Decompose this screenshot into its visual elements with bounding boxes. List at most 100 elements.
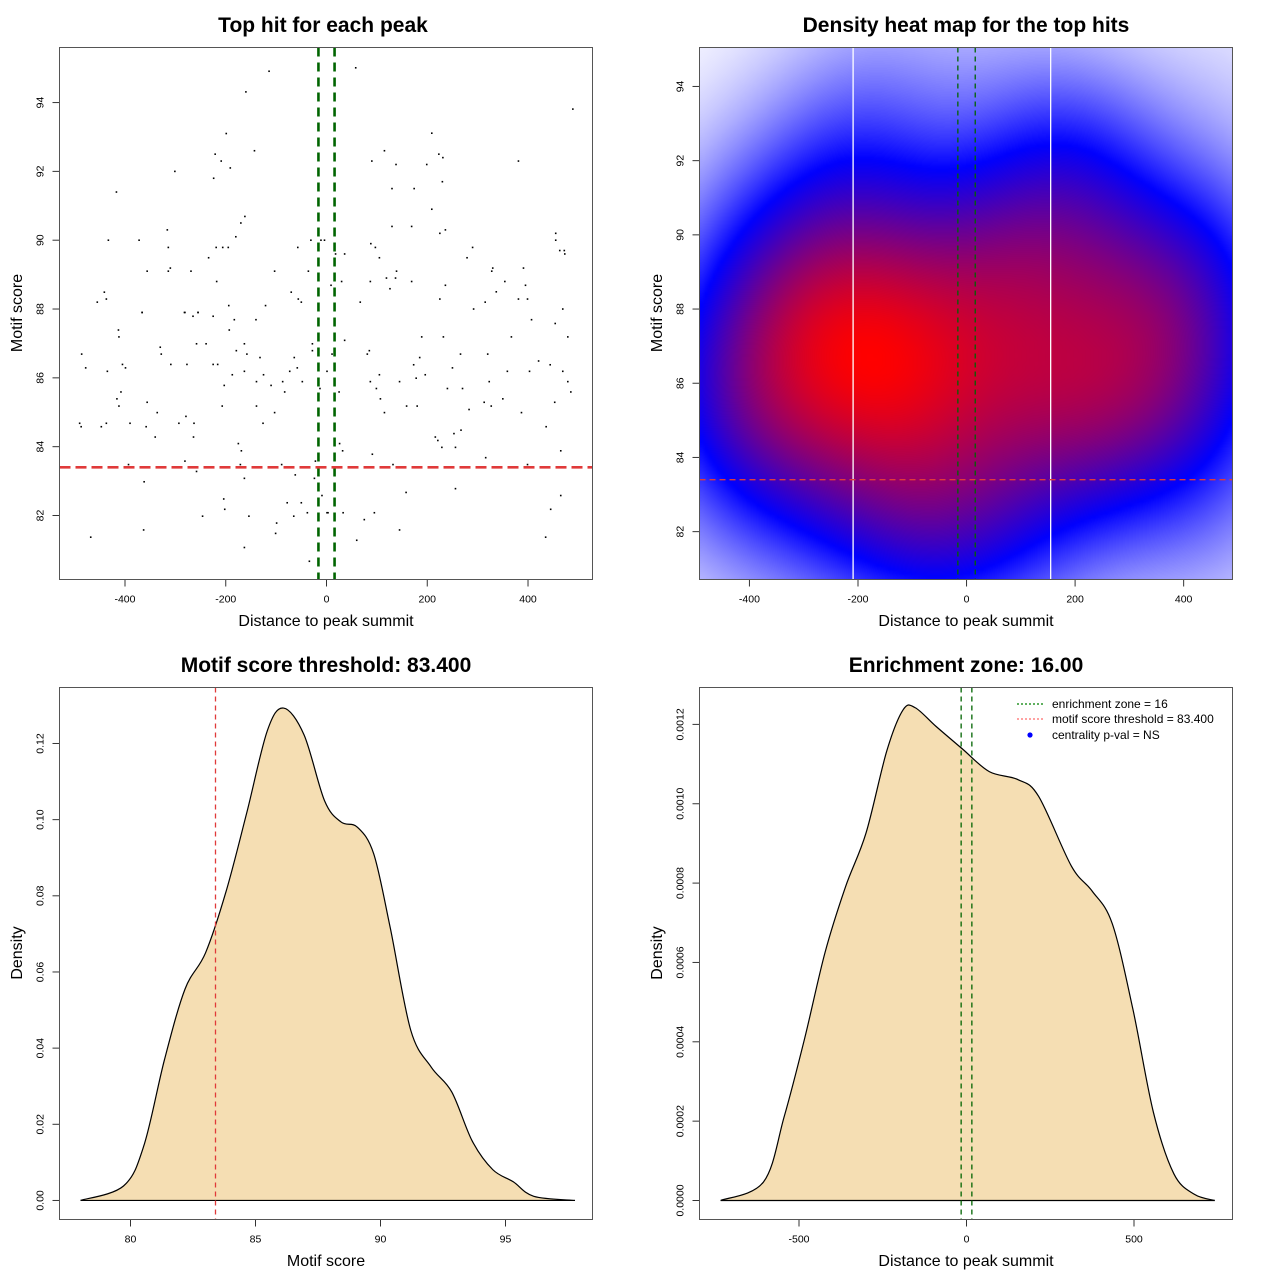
heatmap-x-tick-label: -200 [847,594,868,606]
score-density-x-tick-label: 95 [500,1234,512,1246]
scatter-point [553,401,556,404]
scatter-point [160,353,163,355]
scatter-point [240,222,242,224]
scatter-point [391,187,393,190]
heatmap-y-tick-label: 86 [675,377,687,389]
scatter-point [517,298,520,300]
scatter-point [227,304,230,307]
scatter-point [506,370,509,373]
scatter-point [255,380,258,383]
scatter-point [424,373,427,376]
scatter-point [442,336,445,338]
scatter-point [370,242,372,245]
scatter-point [297,298,300,300]
distance-density-y-tick-label: 0.0006 [675,946,687,978]
scatter-point [197,311,199,314]
scatter-point [355,539,358,542]
heatmap-x-tick-label: 400 [1175,594,1193,606]
scatter-point [334,253,337,255]
scatter-point [80,425,82,428]
scatter-point [290,291,293,293]
scatter-point [201,515,204,517]
scatter-point [438,153,440,155]
scatter-point [233,318,236,321]
scatter-point [212,315,214,318]
scatter-point [214,153,216,155]
scatter-point [192,436,195,438]
scatter-point [239,463,242,466]
scatter-point [146,270,148,272]
scatter-point [262,422,264,425]
distance-density-plot-box [699,687,1233,1220]
scatter-point [461,387,464,390]
scatter-point [178,422,180,425]
scatter-point [405,405,408,407]
heatmap-panel: Density heat map for the top hits Distan… [649,14,1233,630]
scatter-point [185,415,187,418]
scatter-point [129,422,131,425]
scatter-point [430,208,433,211]
scatter-point [255,318,257,321]
scatter-point [366,353,369,355]
scatter-point [341,450,344,452]
scatter-point [143,480,145,483]
scatter-point [510,336,513,338]
scatter-xlabel: Distance to peak summit [238,613,414,630]
heatmap-y-tick-label: 82 [675,526,687,538]
heatmap-plot-box [699,47,1233,580]
scatter-point [78,422,81,425]
scatter-point [115,191,118,193]
scatter-point [248,515,250,517]
scatter-point [537,360,540,362]
scatter-point [288,370,291,373]
scatter-point [216,363,219,366]
score-density-y-tick-label: 0.00 [35,1190,47,1211]
scatter-point [100,425,103,428]
scatter-point [121,363,124,366]
scatter-point [221,246,224,249]
scatter-y-tick-label: 90 [35,234,47,246]
heatmap-ylabel: Motif score [649,274,666,352]
scatter-point [215,280,218,283]
distance-density-y-tick-label: 0.0010 [675,788,687,820]
scatter-point [502,398,504,400]
distance-density-y-tick-label: 0.0004 [675,1026,687,1058]
scatter-point [558,249,561,252]
scatter-point [375,387,378,390]
scatter-point [554,232,557,235]
scatter-point [243,342,246,345]
scatter-point [495,291,498,293]
scatter-point [259,356,261,359]
score-density-ylabel: Density [9,926,26,979]
scatter-point [118,405,120,407]
scatter-x-axis: -400 -200 0 200 400 [114,579,537,606]
scatter-point [488,380,491,383]
distance-density-ylabel: Density [649,926,666,979]
scatter-point [359,301,362,303]
scatter-point [441,180,444,183]
scatter-point [383,411,386,414]
heatmap-y-tick-label: 88 [675,303,687,315]
scatter-point [468,408,470,411]
score-density-fill [80,708,575,1201]
scatter-point [416,405,418,407]
scatter-point [343,339,346,342]
scatter-point [169,267,172,269]
scatter-point [484,301,486,303]
distance-density-x-tick-label: -500 [788,1234,809,1246]
heatmap-reference-lines [699,47,1233,580]
scatter-point [103,291,106,293]
scatter-point [544,536,547,538]
scatter-point [275,522,278,524]
scatter-point [255,405,258,407]
scatter-point [286,501,289,504]
heatmap-raster [700,48,1232,579]
scatter-point [245,91,247,93]
distance-density-reference-lines [960,687,973,1220]
score-density-x-tick-label: 90 [375,1234,387,1246]
scatter-x-tick-label: -400 [114,594,135,606]
scatter-point [142,529,145,531]
scatter-point [420,336,423,338]
distance-density-title: Enrichment zone: 16.00 [849,654,1084,677]
distance-density-curve [720,704,1215,1202]
